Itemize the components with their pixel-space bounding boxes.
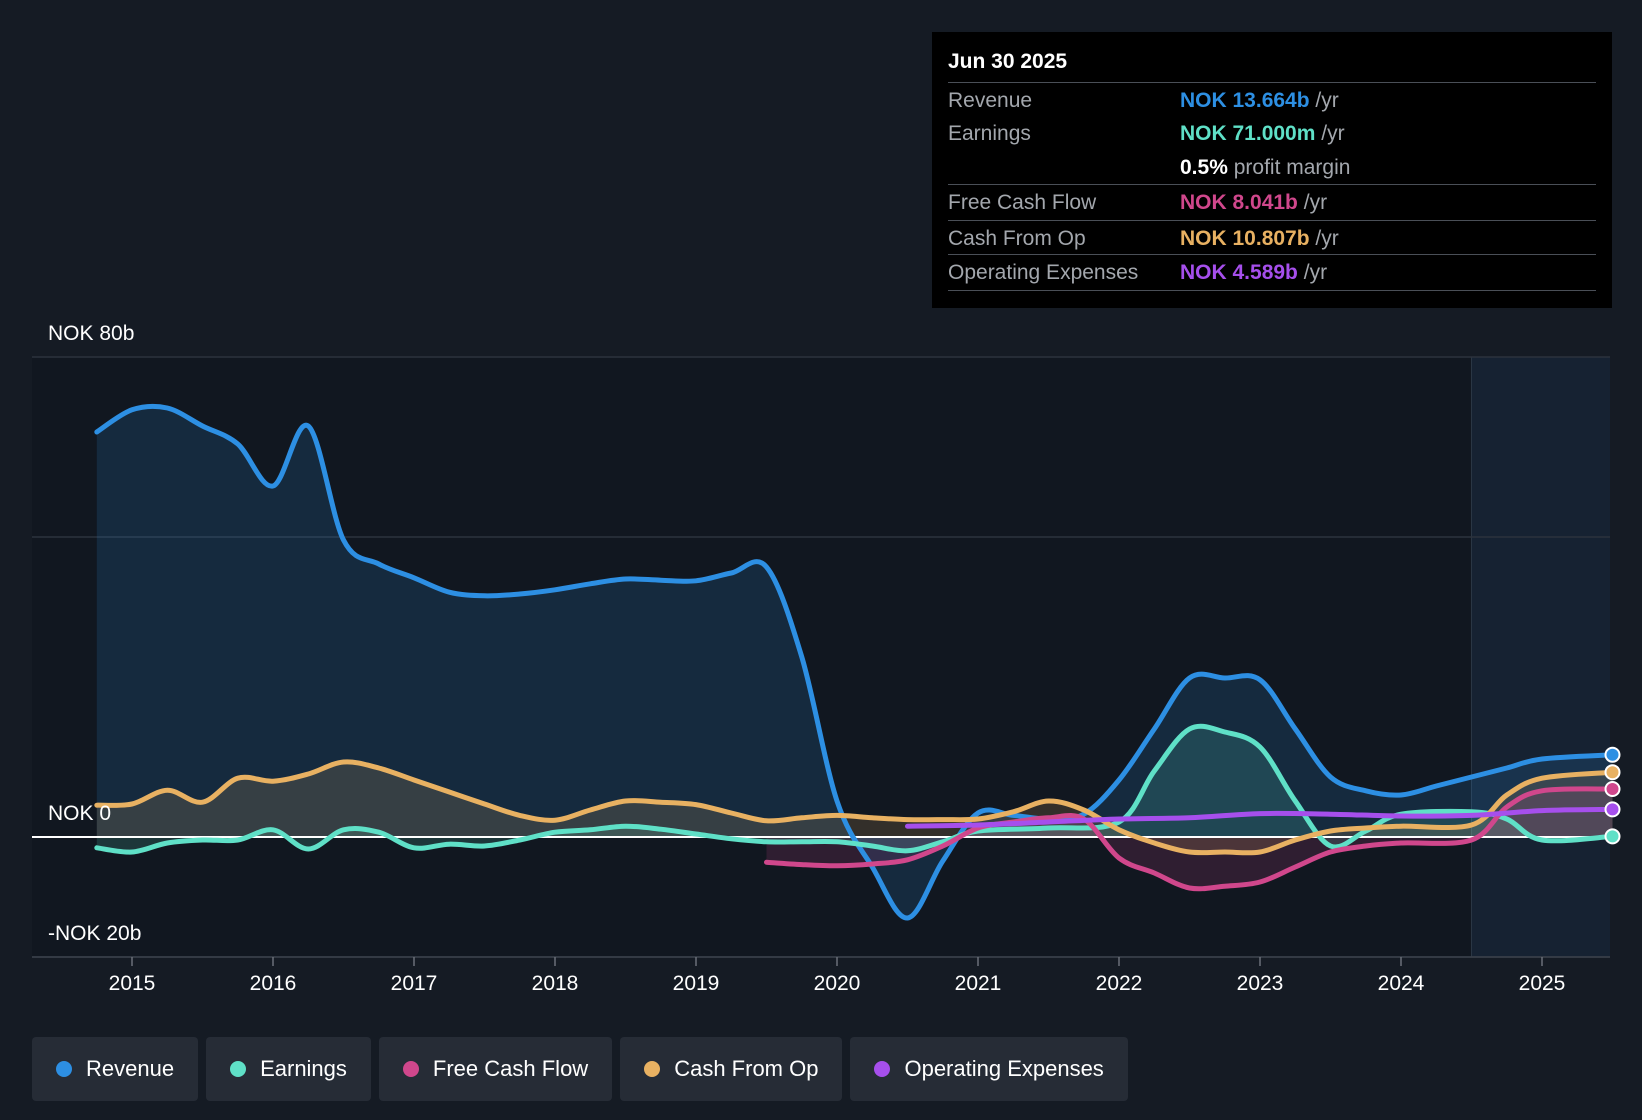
tooltip-unit: /yr [1321, 122, 1345, 145]
tooltip-label: Operating Expenses [948, 261, 1139, 284]
tooltip-label: Cash From Op [948, 227, 1086, 250]
legend-item-operating-expenses[interactable]: Operating Expenses [850, 1037, 1128, 1101]
legend-label: Earnings [260, 1056, 347, 1081]
series-lines [94, 403, 1615, 921]
tooltip-value: NOK 8.041b [1180, 191, 1298, 214]
tooltip-value: NOK 10.807b [1180, 227, 1310, 250]
y-label-bottom: -NOK 20b [48, 922, 141, 945]
cash-from-op-area [96, 761, 1613, 853]
cash-from-op-endpoint [1604, 764, 1621, 781]
tooltip-row-margin: 0.5% profit margin [948, 150, 1596, 184]
tooltip-panel: Jun 30 2025 Revenue NOK 13.664b /yr Earn… [932, 32, 1612, 308]
legend-item-free-cash-flow[interactable]: Free Cash Flow [378, 1037, 613, 1101]
revenue-area [96, 406, 1613, 919]
series-fills [96, 406, 1613, 919]
x-tick-label: 2024 [1378, 972, 1425, 995]
x-tick-label: 2025 [1519, 972, 1566, 995]
tooltip-unit: /yr [1303, 261, 1328, 284]
operating-expenses-endpoint [1604, 801, 1621, 818]
tooltip-unit: profit margin [1233, 156, 1351, 179]
legend-label: Cash From Op [674, 1056, 819, 1081]
y-label-top: NOK 80b [48, 322, 134, 345]
tooltip-value: 0.5% [1180, 156, 1228, 179]
earnings-endpoint [1604, 828, 1621, 845]
x-tick-label: 2022 [1096, 972, 1143, 995]
x-tick-label: 2016 [250, 972, 297, 995]
earnings-dot-icon [230, 1061, 247, 1077]
tooltip-row-cfo: Cash From Op NOK 10.807b /yr [948, 220, 1596, 255]
tooltip-value: NOK 4.589b [1180, 261, 1298, 284]
series-endpoints [1604, 746, 1621, 845]
x-tick-label: 2020 [814, 972, 861, 995]
legend-item-earnings[interactable]: Earnings [206, 1037, 371, 1101]
tooltip-label: Earnings [948, 122, 1031, 145]
revenue-endpoint [1604, 746, 1621, 763]
x-tick-label: 2021 [955, 972, 1002, 995]
tooltip-value-margin: 0.5% profit margin [1180, 156, 1350, 180]
cash-from-op-dot-icon [644, 1061, 661, 1077]
tooltip-row-revenue: Revenue NOK 13.664b /yr [948, 82, 1596, 117]
free-cash-flow-dot-icon [402, 1061, 419, 1077]
tooltip-row-earnings: Earnings NOK 71.000m /yr [948, 116, 1596, 150]
tooltip-value-opex: NOK 4.589b /yr [1180, 261, 1327, 285]
tooltip-unit: /yr [1315, 89, 1339, 112]
tooltip-value-cfo: NOK 10.807b /yr [1180, 227, 1339, 251]
operating-expenses-dot-icon [874, 1061, 891, 1077]
tooltip-unit: /yr [1303, 191, 1328, 214]
tooltip-label: Free Cash Flow [948, 191, 1097, 214]
operating-expenses-line [905, 806, 1615, 829]
plot-background [32, 357, 1610, 957]
x-tick-label: 2018 [532, 972, 579, 995]
legend-item-cash-from-op[interactable]: Cash From Op [620, 1037, 843, 1101]
cash-from-op-line [94, 759, 1615, 856]
x-tick-label: 2019 [673, 972, 720, 995]
y-label-zero: NOK 0 [48, 802, 111, 825]
tooltip-value-revenue: NOK 13.664b /yr [1180, 89, 1339, 113]
revenue-line [94, 403, 1615, 921]
legend-item-revenue[interactable]: Revenue [32, 1037, 199, 1101]
forecast-region [1471, 357, 1610, 957]
legend: Revenue Earnings Free Cash Flow Cash Fro… [32, 1037, 1128, 1101]
legend-label: Free Cash Flow [432, 1056, 589, 1081]
earnings-area [96, 726, 1613, 853]
tooltip-unit: /yr [1315, 227, 1339, 250]
x-tick-label: 2015 [109, 972, 156, 995]
x-axis: 2015 2016 2017 2018 2019 2020 2021 2022 2023 2024… [32, 956, 1610, 995]
tooltip-bottom-rule [948, 290, 1596, 291]
tooltip-value: NOK 71.000m [1180, 122, 1316, 145]
free-cash-flow-line [764, 786, 1615, 892]
free-cash-flow-endpoint [1604, 781, 1621, 797]
x-tick-label: 2017 [391, 972, 438, 995]
tooltip-value-fcf: NOK 8.041b /yr [1180, 191, 1327, 215]
x-tick-label: 2023 [1237, 972, 1284, 995]
revenue-dot-icon [56, 1061, 72, 1077]
tooltip-value: NOK 13.664b [1180, 89, 1310, 112]
legend-label: Operating Expenses [904, 1056, 1104, 1081]
tooltip-label: Revenue [948, 89, 1033, 112]
free-cash-flow-area [766, 788, 1613, 889]
tooltip-row-opex: Operating Expenses NOK 4.589b /yr [948, 254, 1596, 289]
tooltip-value-earnings: NOK 71.000m /yr [1180, 122, 1345, 146]
tooltip-row-fcf: Free Cash Flow NOK 8.041b /yr [948, 184, 1596, 219]
tooltip-date: Jun 30 2025 [948, 50, 1068, 73]
legend-label: Revenue [86, 1056, 175, 1081]
